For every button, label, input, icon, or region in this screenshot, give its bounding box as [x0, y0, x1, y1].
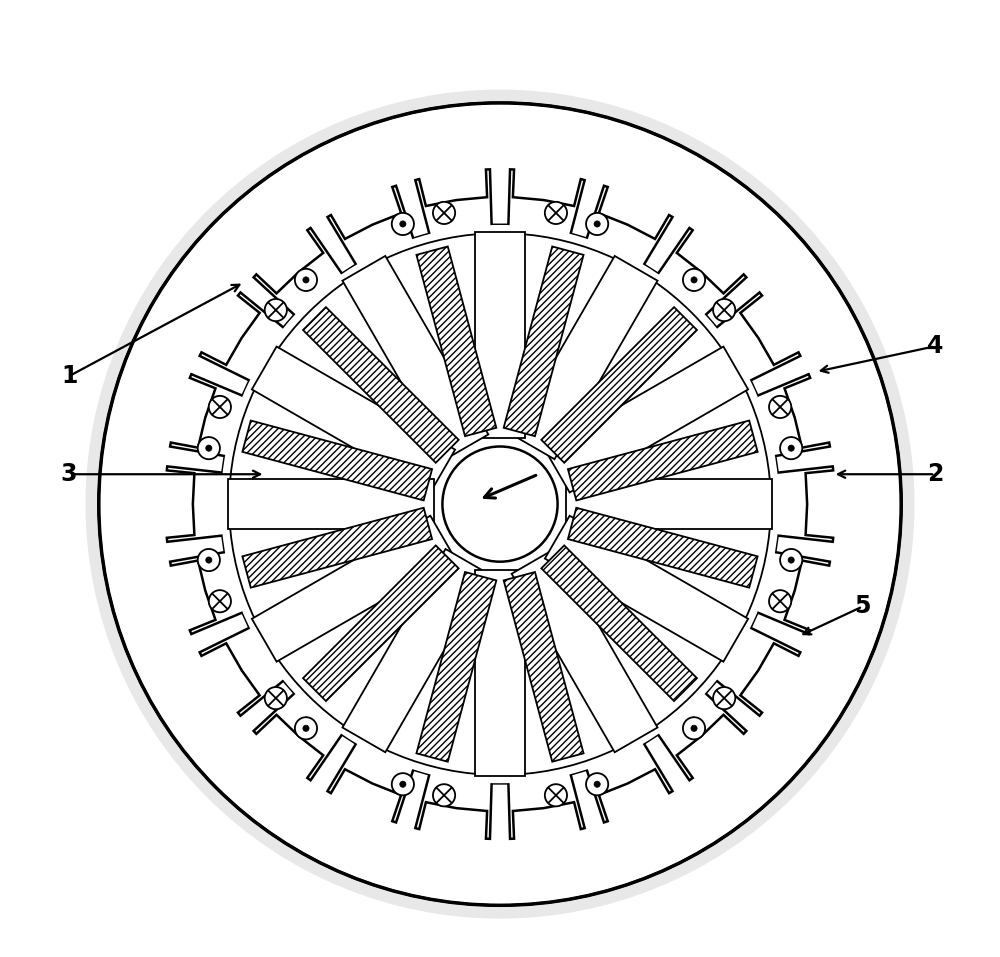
Polygon shape: [568, 420, 758, 501]
Circle shape: [594, 781, 600, 788]
Polygon shape: [545, 516, 748, 661]
Text: 3: 3: [61, 462, 77, 486]
Circle shape: [295, 717, 317, 740]
Polygon shape: [342, 549, 488, 752]
Circle shape: [198, 549, 220, 571]
Polygon shape: [228, 479, 434, 529]
Polygon shape: [242, 420, 432, 501]
Polygon shape: [512, 549, 658, 752]
Circle shape: [209, 590, 231, 612]
Circle shape: [303, 725, 309, 731]
Polygon shape: [242, 508, 432, 588]
Circle shape: [788, 557, 794, 563]
Polygon shape: [475, 570, 525, 776]
Polygon shape: [303, 307, 459, 463]
Polygon shape: [252, 516, 455, 661]
Polygon shape: [512, 256, 658, 459]
Polygon shape: [167, 169, 833, 839]
Circle shape: [221, 225, 779, 783]
Polygon shape: [545, 346, 748, 493]
Circle shape: [545, 202, 567, 224]
Text: 4: 4: [927, 334, 943, 358]
Polygon shape: [504, 247, 584, 436]
Circle shape: [99, 103, 901, 905]
Polygon shape: [475, 232, 525, 438]
Text: 2: 2: [927, 462, 943, 486]
Circle shape: [400, 221, 406, 227]
Circle shape: [206, 445, 212, 452]
Circle shape: [769, 590, 791, 612]
Polygon shape: [416, 247, 496, 436]
Circle shape: [265, 687, 287, 709]
Polygon shape: [504, 572, 584, 762]
Polygon shape: [568, 508, 758, 588]
Circle shape: [683, 717, 705, 740]
Circle shape: [209, 396, 231, 418]
Polygon shape: [342, 256, 488, 459]
Circle shape: [392, 773, 414, 795]
Circle shape: [433, 202, 455, 224]
Circle shape: [265, 299, 287, 322]
Polygon shape: [416, 572, 496, 762]
Circle shape: [780, 437, 802, 459]
Circle shape: [295, 269, 317, 291]
Polygon shape: [566, 479, 772, 529]
Circle shape: [392, 212, 414, 235]
Polygon shape: [303, 545, 459, 701]
Circle shape: [713, 299, 735, 322]
Text: 1: 1: [61, 364, 77, 389]
Circle shape: [713, 687, 735, 709]
Circle shape: [683, 269, 705, 291]
Circle shape: [86, 90, 914, 918]
Circle shape: [691, 277, 697, 283]
Circle shape: [229, 234, 771, 775]
Circle shape: [545, 784, 567, 807]
Circle shape: [303, 277, 309, 283]
Circle shape: [691, 725, 697, 731]
Circle shape: [198, 437, 220, 459]
Circle shape: [586, 212, 608, 235]
Circle shape: [788, 445, 794, 452]
Polygon shape: [541, 545, 697, 701]
Text: 5: 5: [854, 594, 871, 618]
Circle shape: [780, 549, 802, 571]
Polygon shape: [541, 307, 697, 463]
Circle shape: [769, 396, 791, 418]
Circle shape: [594, 221, 600, 227]
Circle shape: [433, 784, 455, 807]
Polygon shape: [252, 346, 455, 493]
Circle shape: [442, 447, 558, 562]
Circle shape: [206, 557, 212, 563]
Circle shape: [586, 773, 608, 795]
Circle shape: [400, 781, 406, 788]
